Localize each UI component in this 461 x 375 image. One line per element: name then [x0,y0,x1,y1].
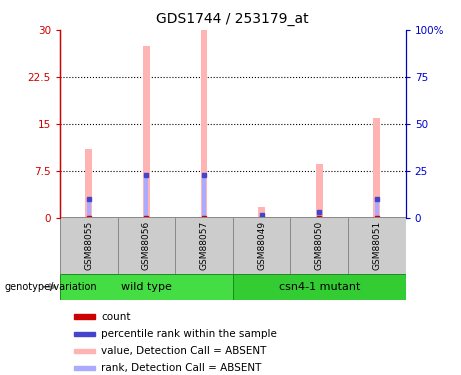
Bar [143,46,150,218]
Bar [85,149,92,217]
Bar [260,214,264,217]
Bar [60,274,233,300]
Text: csn4-1 mutant: csn4-1 mutant [278,282,360,292]
Bar [118,217,175,274]
Text: value, Detection Call = ABSENT: value, Detection Call = ABSENT [101,346,267,356]
Bar [87,199,91,217]
Text: genotype/variation: genotype/variation [5,282,97,292]
Bar [202,176,206,217]
Bar [233,274,406,300]
Text: rank, Detection Call = ABSENT: rank, Detection Call = ABSENT [101,363,262,373]
Bar [316,164,323,218]
Bar [233,217,290,274]
Bar [317,212,321,217]
Bar [348,217,406,274]
Bar [201,30,207,217]
Bar [74,314,95,319]
Bar [74,349,95,353]
Text: count: count [101,312,131,322]
Text: GSM88051: GSM88051 [372,221,381,270]
Text: wild type: wild type [121,282,172,292]
Bar [175,217,233,274]
Bar [60,217,118,274]
Bar [373,117,380,218]
Bar [144,176,148,217]
Bar [74,366,95,370]
Text: GSM88049: GSM88049 [257,221,266,270]
Bar [290,217,348,274]
Text: GSM88057: GSM88057 [200,221,208,270]
Text: GSM88055: GSM88055 [84,221,93,270]
Text: GSM88056: GSM88056 [142,221,151,270]
Text: GSM88050: GSM88050 [315,221,324,270]
Title: GDS1744 / 253179_at: GDS1744 / 253179_at [156,12,309,26]
Bar [74,332,95,336]
Text: percentile rank within the sample: percentile rank within the sample [101,328,278,339]
Bar [258,207,265,218]
Bar [375,199,379,217]
